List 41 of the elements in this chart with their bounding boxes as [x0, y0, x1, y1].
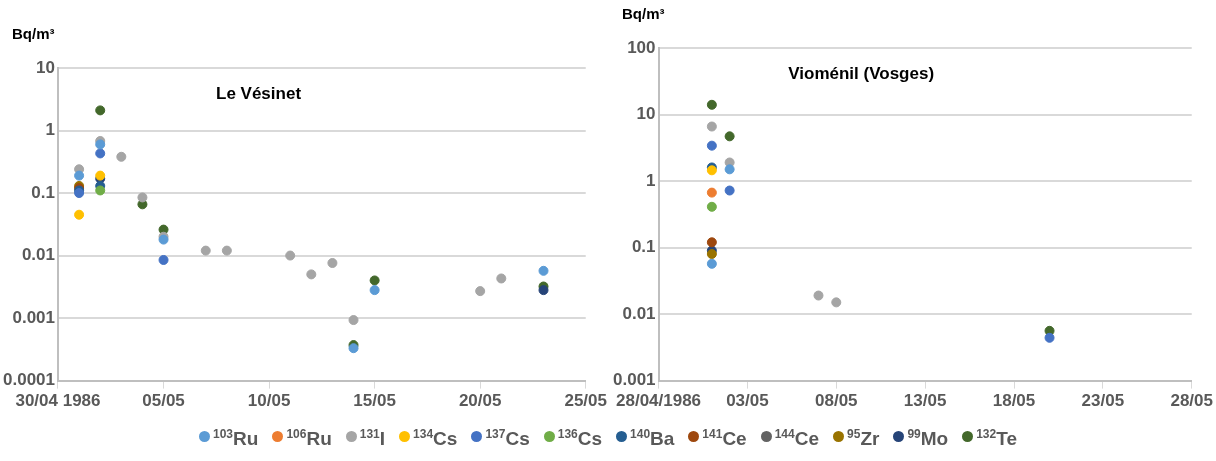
y-tick-label: 0.01	[622, 303, 656, 323]
y-axis-title: Bq/m³	[622, 4, 665, 22]
legend-label: $^{131}$I	[359, 426, 386, 451]
x-tick-label: 10/05	[247, 391, 291, 411]
x-tick-label: 13/05	[903, 391, 947, 411]
y-tick-label: 1	[45, 120, 55, 140]
x-tick-label: 20/05	[458, 391, 502, 411]
text: Le Vésinet	[216, 83, 302, 103]
y-tick-label: 0.001	[12, 307, 55, 327]
legend-label: $^{132}$Te	[976, 426, 1017, 451]
y-tick-label: 1	[646, 170, 656, 190]
x-tick-label: 25/05	[564, 391, 607, 411]
x-tick-label: 08/05	[815, 391, 858, 411]
y-tick-label: 0.01	[21, 245, 55, 265]
text: Vioménil (Vosges)	[788, 63, 935, 83]
y-tick-label: 0.1	[631, 237, 656, 257]
legend-label: $^{103}$Ru	[213, 426, 259, 451]
legend-label: $^{134}$Cs	[413, 426, 458, 451]
x-tick-label: 18/05	[992, 391, 1036, 411]
x-tick-label: 30/04 1986	[15, 391, 101, 411]
y-tick-label: 100	[627, 37, 656, 57]
y-tick-label: 10	[36, 57, 55, 77]
x-tick-label: 23/05	[1081, 391, 1125, 411]
legend-label: $^{137}$Cs	[485, 426, 530, 451]
legend-label: $^{144}$Ce	[774, 426, 820, 451]
legend-label: $^{106}$Ru	[286, 426, 332, 451]
x-tick-label: 28/04/1986	[615, 391, 702, 411]
x-tick-label: 05/05	[142, 391, 185, 411]
legend-label: $^{95}$Zr	[847, 426, 880, 451]
x-tick-label: 03/05	[726, 391, 769, 411]
legend-label: $^{99}$Mo	[907, 426, 949, 451]
legend-label: $^{140}$Ba	[630, 426, 675, 451]
x-tick-label: 15/05	[353, 391, 396, 411]
y-tick-label: 10	[636, 104, 656, 124]
y-tick-label: 0.001	[612, 370, 656, 390]
y-tick-label: 0.0001	[3, 370, 55, 390]
y-tick-label: 0.1	[31, 182, 55, 202]
legend-label: $^{141}$Ce	[702, 426, 747, 451]
x-tick-label: 28/05	[1170, 391, 1213, 411]
y-axis-title: Bq/m³	[12, 24, 55, 42]
legend-label: $^{136}$Cs	[557, 426, 603, 451]
